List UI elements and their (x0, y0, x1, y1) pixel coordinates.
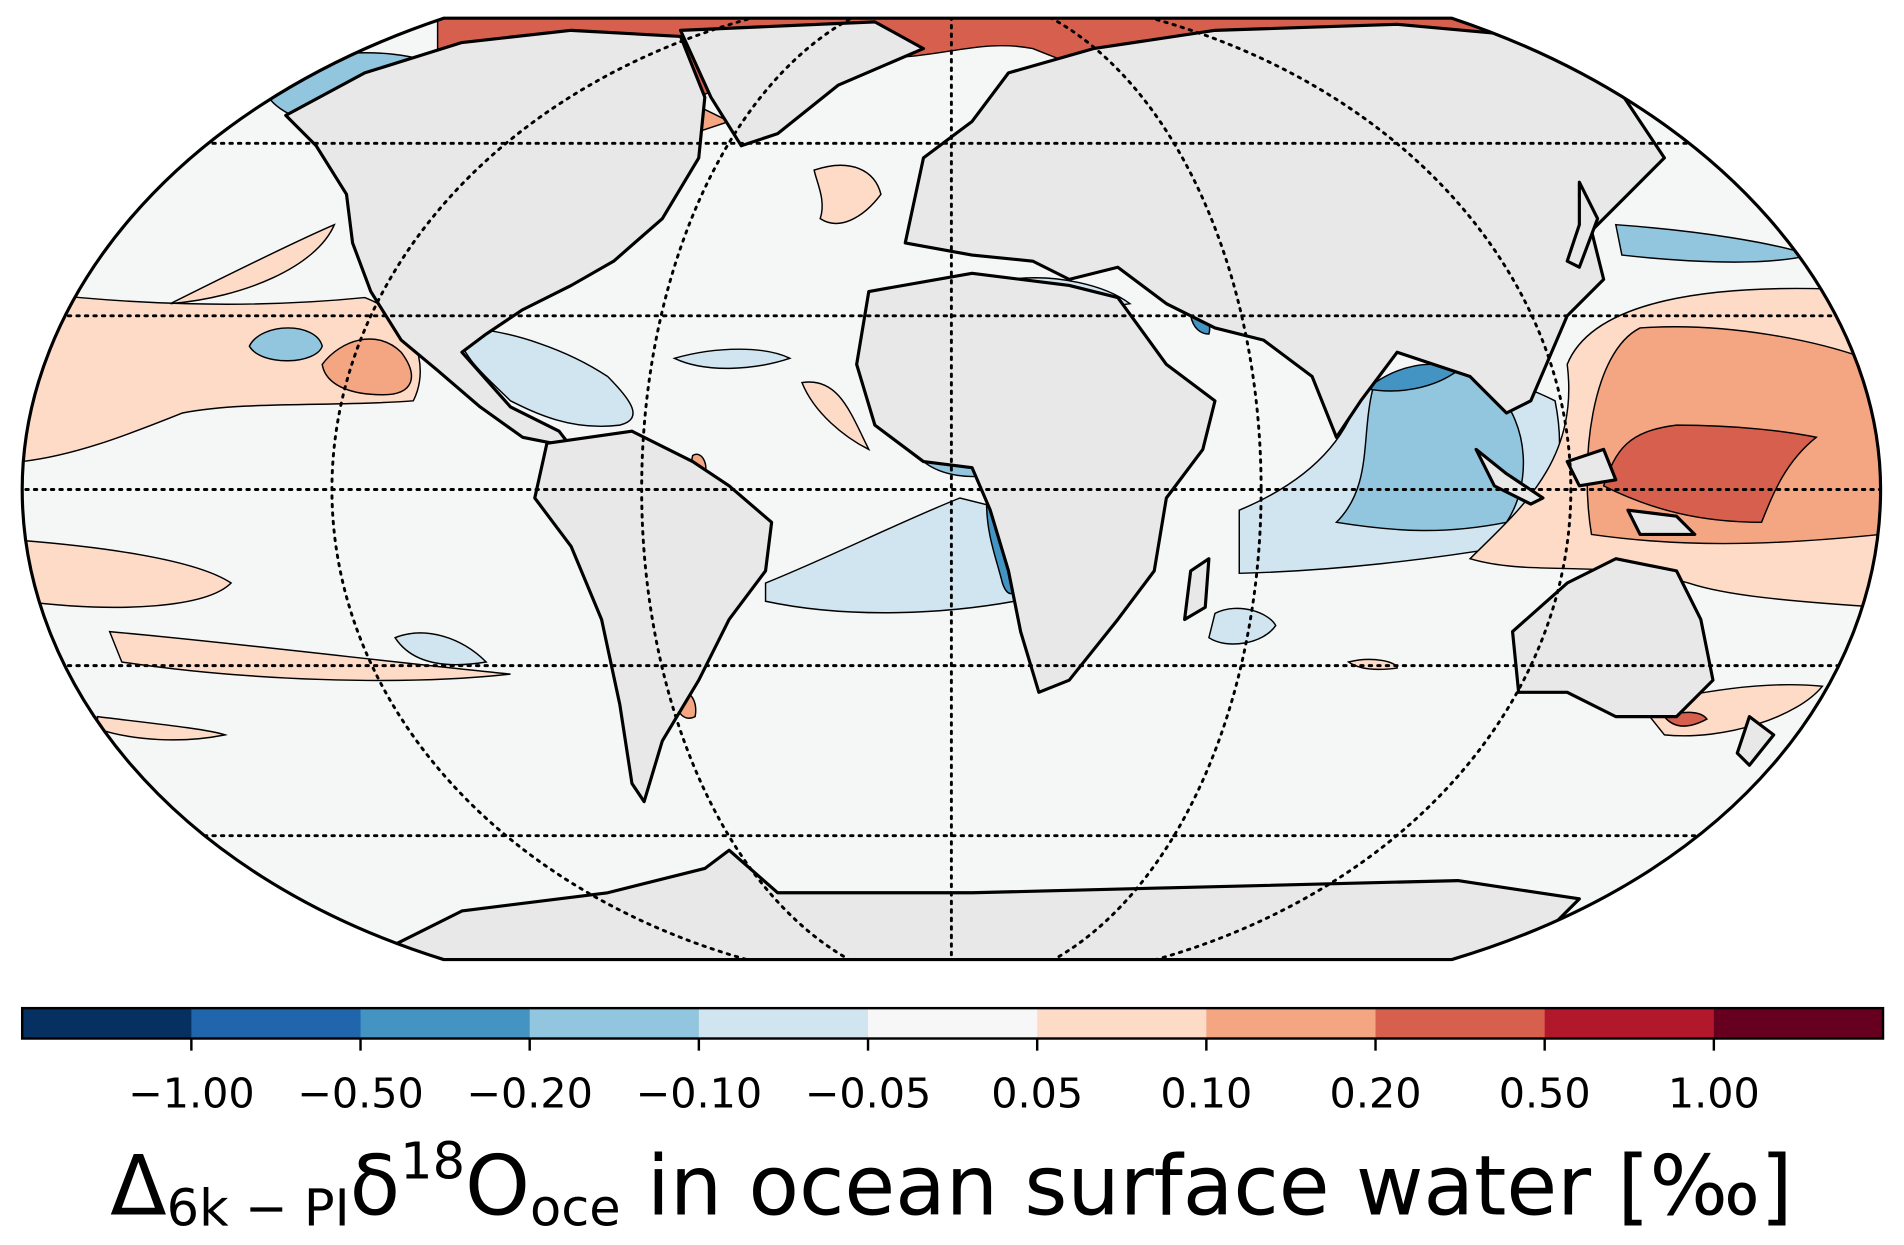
indonesia (1474, 447, 1697, 537)
antarctica (363, 848, 1581, 960)
map-border (20, 16, 1883, 962)
japan (1565, 180, 1600, 269)
colorbar-label: Δ6k − PIδ18Ooce in ocean surface water [… (110, 1133, 1792, 1239)
madagascar (1183, 557, 1211, 622)
colorbar-tick-label: 0.50 (1499, 1070, 1591, 1118)
eurasia (903, 22, 1666, 439)
title-part: 18 (400, 1133, 465, 1192)
colorbar-segment (698, 1008, 869, 1039)
north-america (284, 28, 707, 449)
colorbar-tick-label: 0.05 (991, 1070, 1083, 1118)
colorbar-tick-label: −0.05 (805, 1070, 932, 1118)
colorbar-segment (191, 1008, 362, 1039)
title-part: in ocean surface water [‰] (621, 1139, 1793, 1235)
colorbar-segment (1037, 1008, 1207, 1039)
colorbar-tick-label: −0.20 (466, 1070, 593, 1118)
title-part: Δ (110, 1139, 166, 1235)
colorbar-tick-label: 0.10 (1160, 1070, 1252, 1118)
colorbar-segment (360, 1008, 531, 1039)
title-part: O (465, 1139, 530, 1235)
colorbar-segment (1713, 1008, 1884, 1039)
title-part: δ (350, 1139, 401, 1235)
colorbar-tick-label: −1.00 (128, 1070, 255, 1118)
colorbar-segment (529, 1008, 700, 1039)
graticule (22, 18, 1881, 960)
colorbar-segment (1544, 1008, 1715, 1039)
australia (1510, 557, 1715, 719)
land (284, 20, 1776, 960)
colorbar-tick-label: 0.20 (1330, 1070, 1422, 1118)
colorbar-segment (22, 1008, 192, 1039)
map (20, 16, 1883, 962)
meridian (640, 18, 1263, 960)
meridian (330, 18, 1573, 960)
title-part: oce (530, 1180, 621, 1239)
colorbar-segment (1206, 1008, 1377, 1039)
colorbar: −1.00 −0.50 −0.20 −0.10 −0.05 0.05 0.10 0.20 0.5… (20, 1006, 1885, 1118)
colorbar-tick-label: −0.50 (297, 1070, 424, 1118)
africa (855, 271, 1217, 694)
new-zealand (1735, 715, 1776, 767)
colorbar-tick-label: 1.00 (1668, 1070, 1760, 1118)
colorbar-segment (868, 1008, 1038, 1039)
colorbar-tick-label: −0.10 (636, 1070, 763, 1118)
colorbar-segment (1375, 1008, 1546, 1039)
greenland (678, 20, 926, 148)
title-part: 6k − PI (167, 1180, 350, 1239)
colorbar-outline (20, 1006, 1885, 1040)
